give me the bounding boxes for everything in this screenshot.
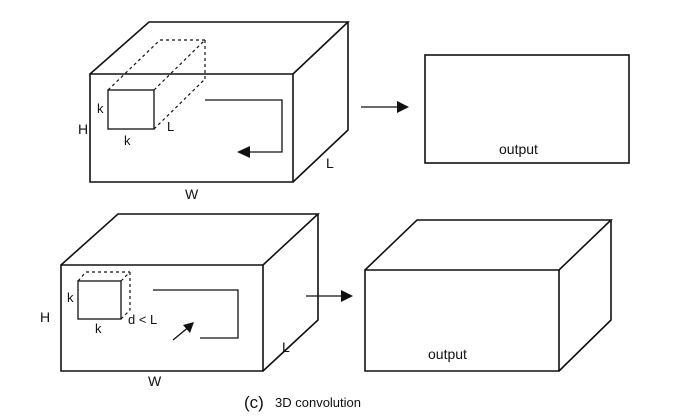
top-input-volume <box>89 21 351 183</box>
top-output-label: output <box>499 141 538 157</box>
bottom-kernel-front <box>77 280 122 320</box>
bottom-scan-arrowhead <box>183 322 194 333</box>
top-length-label: L <box>326 155 334 171</box>
bottom-input-volume <box>60 213 321 372</box>
top-input-top-face <box>89 21 351 75</box>
bottom-input-top-face <box>60 213 321 266</box>
bottom-scan-path-arrow <box>153 289 239 341</box>
top-kernel-bottom-label: k <box>124 133 131 148</box>
bottom-length-label: L <box>282 339 290 355</box>
bottom-kernel-bottom-label: k <box>95 321 102 336</box>
bottom-arrow-to-output <box>306 290 353 302</box>
top-scan-arrowhead <box>237 146 250 158</box>
bottom-output-side-face <box>558 220 612 372</box>
bottom-width-label: W <box>148 373 162 389</box>
caption-letter: (c) <box>244 393 264 412</box>
bottom-output-top-face <box>364 219 613 271</box>
top-width-label: W <box>185 186 199 202</box>
top-arrow-to-output <box>361 101 409 113</box>
top-height-label: H <box>78 121 88 137</box>
bottom-kernel-side-label: k <box>67 290 74 305</box>
top-kernel-front <box>107 89 155 130</box>
top-output-rectangle <box>424 54 630 164</box>
top-kernel <box>107 39 206 130</box>
bottom-output-label: output <box>428 346 467 362</box>
bottom-kernel <box>77 271 131 320</box>
bottom-kernel-depth-label: d < L <box>128 312 157 327</box>
top-input-side-face <box>292 22 349 183</box>
caption-text: 3D convolution <box>275 395 361 410</box>
bottom-height-label: H <box>40 309 50 325</box>
top-scan-path-arrow <box>205 99 283 158</box>
bottom-input-side-face <box>262 214 319 372</box>
top-kernel-side-label: k <box>97 101 104 116</box>
top-kernel-depth-label: L <box>167 119 174 134</box>
bottom-output-volume <box>364 219 613 372</box>
